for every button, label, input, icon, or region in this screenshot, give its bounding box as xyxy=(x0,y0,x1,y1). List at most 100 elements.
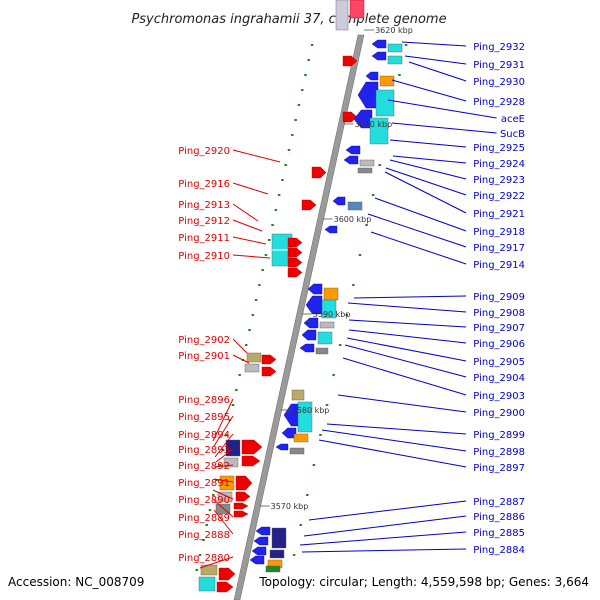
position-dot xyxy=(297,104,301,106)
position-dot xyxy=(258,284,261,286)
leader-line xyxy=(387,99,497,119)
gene-label-ping-2894: Ping_2894 xyxy=(178,430,230,441)
cog-box xyxy=(215,503,231,515)
forward-gene-arrow xyxy=(287,237,303,248)
position-dot xyxy=(244,344,248,346)
position-dot xyxy=(319,434,322,436)
cog-box xyxy=(217,491,233,503)
cog-box xyxy=(317,331,333,345)
cog-box xyxy=(269,549,285,559)
leader-line xyxy=(214,433,234,458)
leader-line xyxy=(344,344,467,378)
top-feature-box xyxy=(349,0,365,19)
cog-box xyxy=(265,565,281,573)
reverse-gene-arrow xyxy=(345,145,361,155)
gene-label-ping-2913: Ping_2913 xyxy=(178,200,230,211)
position-dot xyxy=(345,314,349,316)
gene-label-ping-2909: Ping_2909 xyxy=(473,292,525,303)
reverse-gene-arrow xyxy=(301,329,317,341)
forward-gene-arrow xyxy=(216,581,234,593)
label-leaders xyxy=(199,41,497,569)
gene-label-ping-2888: Ping_2888 xyxy=(178,530,230,541)
topology-text: Topology: circular; Length: 4,559,598 bp… xyxy=(258,575,589,589)
leader-line xyxy=(232,219,263,232)
reverse-gene-arrow xyxy=(255,526,271,536)
gene-label-ping-2908: Ping_2908 xyxy=(473,308,525,319)
position-dot xyxy=(287,149,291,151)
kbp-tick-label: 3620 kbp xyxy=(375,26,413,35)
position-dot xyxy=(300,89,304,91)
cog-box xyxy=(291,389,305,401)
cog-box xyxy=(319,321,335,329)
cog-box xyxy=(246,352,262,363)
leader-line xyxy=(232,236,267,245)
position-dot xyxy=(225,434,228,436)
leader-line xyxy=(308,500,467,521)
leader-line xyxy=(348,319,467,328)
leader-line xyxy=(232,254,271,259)
leader-line xyxy=(337,394,467,413)
position-dot xyxy=(352,284,355,286)
cog-box xyxy=(357,167,373,174)
reverse-gene-arrow xyxy=(275,443,289,451)
leader-line xyxy=(213,509,234,535)
gene-label-ping-2880: Ping_2880 xyxy=(178,553,230,564)
reverse-gene-arrow xyxy=(251,546,267,556)
position-dot xyxy=(277,194,281,196)
gene-label-ping-2895: Ping_2895 xyxy=(178,412,230,423)
reverse-gene-arrow xyxy=(371,51,387,61)
leader-line xyxy=(213,499,234,518)
gene-label-ping-2889: Ping_2889 xyxy=(178,513,230,524)
position-dot xyxy=(251,314,255,316)
accession-text: Accession: NC_008709 xyxy=(8,575,144,589)
forward-gene-arrow xyxy=(311,166,327,179)
forward-gene-arrow xyxy=(241,439,263,455)
reverse-gene-arrow xyxy=(343,155,359,165)
forward-gene-arrow xyxy=(235,475,253,491)
forward-gene-arrow xyxy=(233,502,249,510)
reverse-gene-arrow xyxy=(365,71,379,81)
position-dot xyxy=(404,44,408,46)
position-dot xyxy=(294,119,297,121)
kbp-tick-label: 3590 kbp xyxy=(313,310,351,319)
gene-label-ping-2897: Ping_2897 xyxy=(473,463,525,474)
gene-label-ping-2892: Ping_2892 xyxy=(178,461,230,472)
forward-gene-arrow xyxy=(301,199,317,211)
cog-box xyxy=(315,347,329,355)
reverse-gene-arrow xyxy=(299,343,315,353)
map-title: Psychromonas ingrahamii 37, complete gen… xyxy=(131,12,446,27)
leader-line xyxy=(346,337,467,362)
cog-box xyxy=(244,363,260,373)
forward-gene-arrow xyxy=(235,491,251,502)
position-dot xyxy=(310,44,314,46)
gene-label-ping-2886: Ping_2886 xyxy=(473,512,525,523)
leader-line xyxy=(326,423,467,435)
gene-label-ping-2925: Ping_2925 xyxy=(473,143,525,154)
position-dot xyxy=(208,509,212,511)
gene-label-ping-2918: Ping_2918 xyxy=(473,227,525,238)
kbp-tick-label: 3570 kbp xyxy=(271,502,309,511)
position-dot xyxy=(325,404,329,406)
cog-box xyxy=(219,475,235,491)
position-dot xyxy=(238,374,241,376)
position-dot xyxy=(281,179,284,181)
gene-label-ping-2921: Ping_2921 xyxy=(473,209,525,220)
leader-line xyxy=(232,182,269,195)
gene-label-acee: aceE xyxy=(501,114,525,125)
reverse-gene-arrow xyxy=(357,81,379,109)
forward-gene-arrow xyxy=(261,354,277,365)
gene-label-ping-2916: Ping_2916 xyxy=(178,179,230,190)
leader-line xyxy=(299,531,467,546)
gene-label-sucb: SucB xyxy=(500,129,525,140)
leader-line xyxy=(342,357,467,396)
position-dot xyxy=(202,539,205,541)
gene-label-ping-2905: Ping_2905 xyxy=(473,357,525,368)
reverse-gene-arrow xyxy=(324,225,338,234)
leader-line xyxy=(374,197,467,232)
cog-box xyxy=(198,576,216,592)
position-dot xyxy=(306,494,309,496)
position-dot xyxy=(248,329,251,331)
leader-line xyxy=(232,149,281,163)
cog-box xyxy=(271,527,287,549)
gene-label-ping-2904: Ping_2904 xyxy=(473,373,525,384)
